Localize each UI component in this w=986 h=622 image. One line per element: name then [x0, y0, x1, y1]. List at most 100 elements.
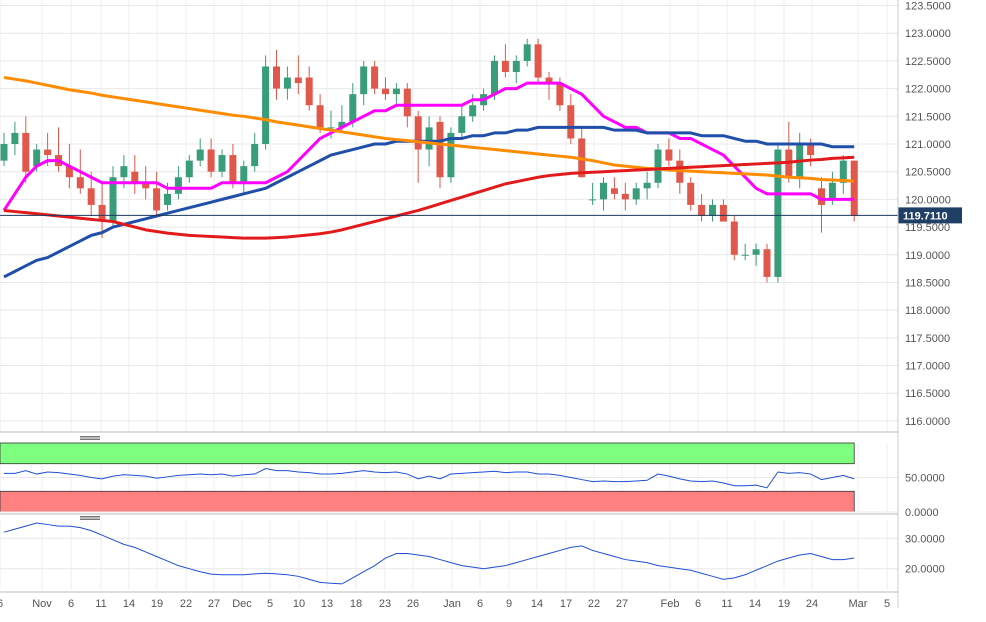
panel-resize-handle[interactable]: [80, 436, 100, 440]
y-tick-label: 123.5000: [905, 1, 951, 13]
candle-body: [807, 144, 815, 156]
candle-body: [382, 88, 389, 95]
y-tick-label: 119.0000: [905, 250, 950, 262]
y-tick-label: 122.0000: [905, 84, 951, 96]
y-tick-label: 0.0000: [905, 507, 939, 519]
candle-body: [665, 149, 673, 161]
candle-body: [741, 254, 749, 256]
candle-body: [534, 44, 542, 78]
candle-body: [850, 160, 858, 216]
y-tick-label: 123.0000: [905, 28, 951, 40]
x-tick-label: 6: [0, 598, 3, 610]
panel-resize-handle[interactable]: [80, 516, 100, 520]
moving-average-line: [2, 81, 855, 212]
candle-body: [545, 77, 553, 84]
x-tick-label: 6: [695, 598, 701, 610]
candle-body: [447, 132, 455, 178]
last-price-tag: [898, 207, 962, 224]
candle-body: [589, 199, 597, 201]
candle-body: [273, 66, 280, 89]
candle-body: [44, 149, 52, 156]
candle-body: [709, 204, 716, 216]
oscillator-line: [3, 522, 855, 585]
candle-body: [262, 66, 270, 144]
y-tick-label: 50.0000: [905, 473, 945, 485]
moving-average-line: [3, 76, 855, 183]
y-tick-label: 30.0000: [905, 533, 945, 545]
x-tick-label: 17: [560, 598, 572, 610]
x-tick-label: 9: [506, 598, 512, 610]
candle-body: [349, 94, 357, 122]
candle-body: [327, 127, 335, 129]
candle-body: [774, 149, 782, 277]
y-tick-label: 121.5000: [905, 111, 951, 123]
candle-body: [828, 182, 836, 200]
candle-body: [600, 182, 607, 200]
candle-body: [185, 160, 193, 178]
x-tick-label: 19: [778, 598, 790, 610]
candle-body: [316, 105, 324, 128]
candle-body: [719, 204, 727, 222]
candle-body: [436, 121, 444, 178]
candle-body: [414, 116, 422, 150]
x-tick-label: Mar: [849, 598, 868, 610]
candle-body: [131, 171, 139, 183]
x-tick-label: 5: [884, 598, 890, 610]
x-tick-label: 13: [321, 598, 333, 610]
candle-body: [763, 249, 771, 277]
x-tick-label: 22: [180, 598, 192, 610]
x-tick-label: 11: [95, 598, 106, 610]
x-tick-label: 10: [293, 598, 305, 610]
candle-body: [251, 144, 259, 167]
candle-body: [164, 193, 171, 205]
candle-body: [730, 221, 738, 255]
candle-body: [425, 127, 433, 150]
candle-body: [207, 149, 215, 172]
candle-body: [687, 182, 695, 205]
candle-body: [153, 188, 161, 211]
x-tick-label: 18: [350, 598, 362, 610]
x-tick-label: Dec: [232, 598, 252, 610]
candle-body: [360, 66, 368, 95]
y-tick-label: 117.0000: [905, 361, 950, 373]
candle-body: [283, 77, 291, 89]
candle-body: [567, 105, 575, 139]
x-tick-label: Nov: [32, 598, 52, 610]
y-tick-label: 121.0000: [905, 139, 951, 151]
candle-body: [142, 182, 150, 189]
candle-body: [752, 249, 760, 255]
x-tick-label: 19: [151, 598, 163, 610]
x-tick-label: Feb: [661, 598, 680, 610]
candle-body: [229, 155, 237, 183]
candle-body: [76, 177, 84, 189]
candle-body: [294, 77, 302, 84]
threshold-band: [0, 442, 855, 465]
x-axis: 6 Nov 6 11 14 19 22 27 Dec 5 10 13 18 23 26 Jan 6 9 14 17 22…: [0, 0, 890, 610]
candle-body: [654, 149, 662, 183]
y-tick-label: 116.5000: [905, 388, 950, 400]
candle-body: [0, 144, 8, 161]
oscillator-2-panel: 30.0000 20.0000: [0, 522, 945, 585]
x-tick-label: 26: [407, 598, 419, 610]
candle-body: [621, 193, 629, 200]
candle-body: [512, 60, 520, 72]
candle-body: [491, 60, 498, 95]
candle-body: [338, 121, 346, 128]
candle-body: [120, 166, 128, 178]
x-tick-label: Jan: [443, 598, 461, 610]
x-tick-label: 24: [806, 598, 818, 610]
candle-body: [98, 204, 106, 222]
x-tick-label: 6: [68, 598, 74, 610]
candle-body: [556, 83, 564, 106]
last-price-label: 119.7110: [903, 210, 948, 222]
y-tick-label: 120.0000: [905, 194, 951, 206]
x-tick-label: 14: [531, 598, 543, 610]
candle-body: [523, 44, 531, 61]
y-tick-label: 118.5000: [905, 277, 950, 289]
x-tick-label: 27: [616, 598, 628, 610]
candle-body: [610, 188, 618, 194]
candle-body: [469, 105, 477, 117]
candle-body: [698, 204, 706, 216]
moving-average-line: [3, 125, 855, 279]
